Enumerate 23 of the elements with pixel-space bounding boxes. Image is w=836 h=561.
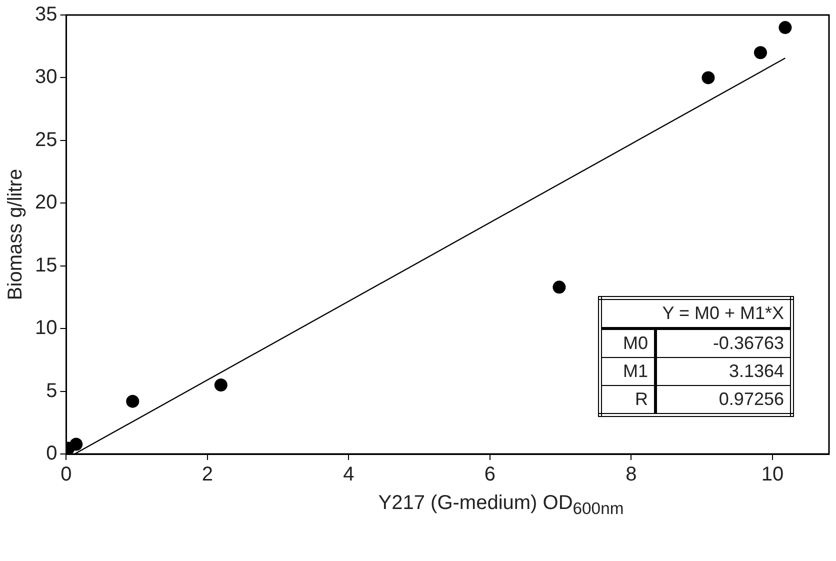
x-tick-label: 2 — [202, 464, 214, 486]
annotation: 0.97256 — [656, 386, 792, 415]
y-tick-label: 35 — [34, 4, 58, 26]
annotation: M0 — [600, 328, 656, 358]
y-tick-label: 30 — [34, 66, 58, 88]
y-tick-label: 0 — [46, 442, 58, 465]
x-tick-label: 10 — [761, 464, 784, 486]
annotation: M1 — [600, 358, 656, 386]
x-tick-label: 0 — [60, 464, 72, 486]
y-tick-label: 20 — [34, 192, 58, 214]
y-tick-label: 15 — [34, 254, 58, 276]
y-tick-label: 10 — [34, 317, 58, 340]
x-tick-label: 4 — [343, 464, 354, 486]
y-axis-title: Biomass g/litre — [4, 168, 27, 300]
annotation: R — [600, 386, 656, 415]
x-tick-label: 6 — [484, 464, 496, 486]
y-tick-label: 25 — [34, 128, 58, 151]
x-tick-label: 8 — [626, 464, 637, 486]
annotation: 3.1364 — [656, 358, 792, 386]
y-tick-label: 5 — [46, 380, 58, 402]
annotation: Y = M0 + M1*X — [600, 298, 792, 328]
x-axis-title: Y217 (G-medium) OD$_{600nm}$ — [377, 492, 625, 519]
annotation: -0.36763 — [656, 328, 792, 358]
